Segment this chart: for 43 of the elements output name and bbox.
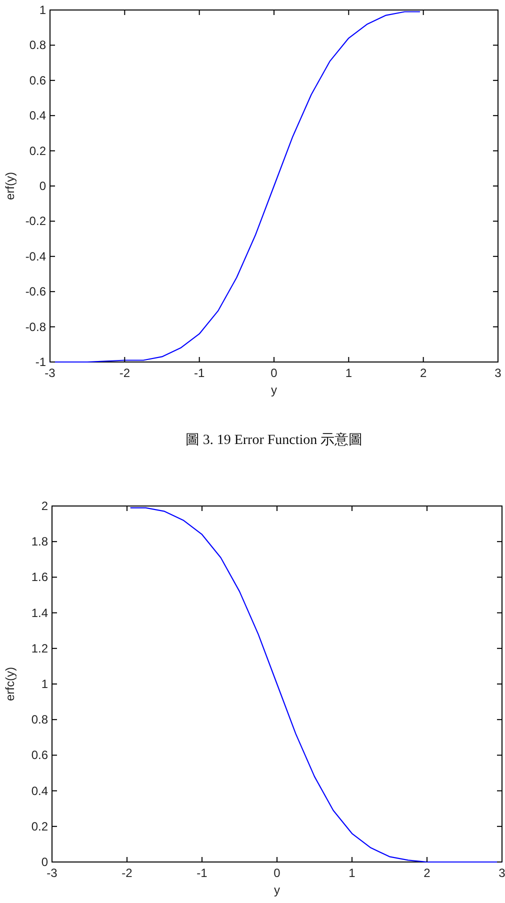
x-axis-title: y — [271, 383, 277, 397]
x-tick-label: 0 — [274, 866, 281, 880]
y-tick-label: 0.8 — [29, 38, 46, 52]
x-tick-label: 1 — [345, 366, 352, 380]
y-tick-label: 1.2 — [31, 641, 48, 656]
y-tick-label: 1 — [41, 677, 48, 691]
y-tick-label: -0.8 — [25, 320, 46, 334]
y-tick-label: 0.8 — [31, 712, 48, 727]
y-tick-label: 0.2 — [29, 144, 46, 158]
y-tick-label: 1.6 — [31, 570, 48, 584]
line-series — [130, 507, 503, 863]
x-tick-label: -1 — [194, 366, 205, 380]
y-tick-label: 0 — [39, 179, 46, 193]
y-tick-label: 0.6 — [29, 73, 46, 88]
x-tick-label: -1 — [196, 866, 208, 880]
y-tick-label: -1 — [35, 355, 46, 369]
x-tick-label: -3 — [44, 366, 56, 380]
y-tick-label: -0.6 — [25, 284, 46, 299]
x-tick-label: -2 — [119, 366, 130, 380]
y-tick-label: 2 — [41, 499, 48, 513]
y-axis-title: erf(y) — [3, 172, 17, 200]
y-tick-label: 0 — [41, 855, 48, 869]
y-tick-label: 1.4 — [31, 606, 48, 620]
x-tick-label: 3 — [498, 866, 505, 880]
x-tick-label: 2 — [420, 366, 427, 380]
y-tick-label: 0.2 — [31, 819, 48, 834]
x-tick-label: 3 — [494, 366, 502, 380]
y-tick-label: 0.6 — [31, 748, 48, 762]
caption: 圖 3. 19 Error Function 示意圖 — [185, 432, 363, 448]
x-tick-label: 2 — [424, 866, 431, 880]
x-tick-label: -3 — [46, 866, 58, 880]
x-tick-label: -2 — [122, 866, 133, 880]
y-tick-label: 1 — [39, 3, 46, 17]
y-tick-label: 1.8 — [31, 534, 48, 549]
y-tick-label: 0.4 — [31, 784, 48, 798]
x-tick-label: 0 — [270, 366, 278, 380]
y-axis-title: erfc(y) — [3, 667, 17, 701]
y-tick-label: -0.2 — [25, 214, 46, 228]
y-tick-label: -0.4 — [25, 249, 46, 264]
x-tick-label: 1 — [348, 866, 356, 880]
line-series — [49, 11, 420, 363]
y-tick-label: 0.4 — [29, 108, 46, 123]
x-axis-title: y — [274, 883, 280, 897]
